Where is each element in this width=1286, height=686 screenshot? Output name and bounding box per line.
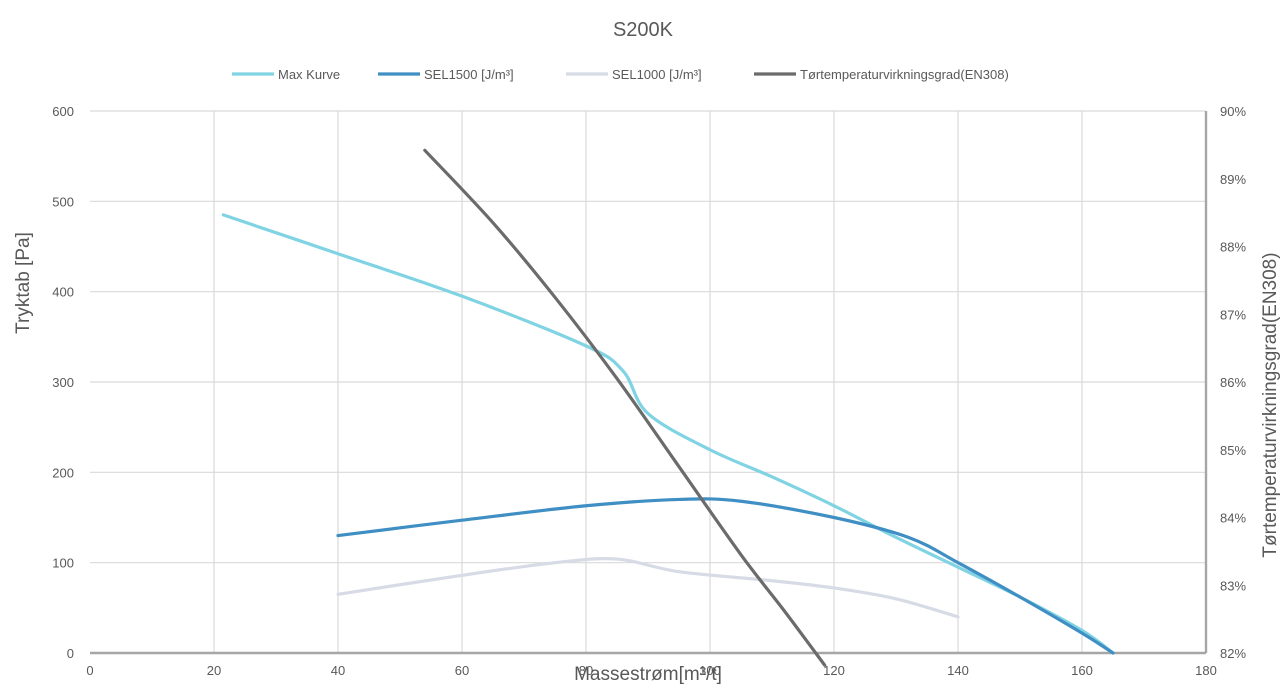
y2-tick-label: 82% [1220, 646, 1246, 661]
y-tick-label: 600 [52, 104, 74, 119]
y2-axis-label: Tørtemperaturvirkningsgrad(EN308) [1260, 252, 1281, 557]
y-tick-label: 500 [52, 194, 74, 209]
y-tick-label: 0 [67, 646, 74, 661]
series-line-sel1500-j-m [336, 497, 1115, 655]
y-axis-label: Tryktab [Pa] [13, 232, 34, 334]
y2-tick-label: 90% [1220, 104, 1246, 119]
x-tick-label: 0 [86, 663, 93, 678]
axes [90, 111, 1208, 655]
legend-entry: Tørtemperaturvirkningsgrad(EN308) [800, 67, 1009, 82]
x-tick-label: 180 [1195, 663, 1217, 678]
x-tick-label: 140 [947, 663, 969, 678]
y2-tick-label: 86% [1220, 375, 1246, 390]
y2-tick-label: 83% [1220, 578, 1246, 593]
x-tick-label: 20 [207, 663, 221, 678]
y2-axis-ticks: 82% 83% 84% 85% 86% 87% 88% 89% 90% [1220, 104, 1246, 661]
x-tick-label: 100 [699, 663, 721, 678]
y-tick-label: 100 [52, 556, 74, 571]
y2-tick-label: 89% [1220, 172, 1246, 187]
y-tick-label: 300 [52, 375, 74, 390]
x-tick-label: 160 [1071, 663, 1093, 678]
x-tick-label: 80 [579, 663, 593, 678]
x-tick-label: 120 [823, 663, 845, 678]
x-tick-label: 40 [331, 663, 345, 678]
chart-title: S200K [613, 19, 674, 41]
x-tick-label: 60 [455, 663, 469, 678]
legend-entry: SEL1000 [J/m³] [612, 67, 702, 82]
y2-tick-label: 88% [1220, 240, 1246, 255]
legend-entry: SEL1500 [J/m³] [424, 67, 514, 82]
x-axis-ticks: 0 20 40 60 80 100 120 140 160 180 [86, 663, 1216, 678]
series-line-t-rtemperaturvirkningsgrad-en308 [423, 148, 827, 667]
y2-tick-label: 87% [1220, 307, 1246, 322]
x-axis-label: Massestrøm[m³/t] [574, 664, 722, 685]
series-line-sel1000-j-m [336, 557, 960, 619]
y-axis-ticks: 0 100 200 300 400 500 600 [52, 104, 74, 661]
legend-entry: Max Kurve [278, 67, 340, 82]
gridlines [90, 110, 1206, 653]
y2-tick-label: 84% [1220, 511, 1246, 526]
series-line-max-kurve [221, 213, 1115, 655]
y2-tick-label: 85% [1220, 443, 1246, 458]
legend: Max Kurve SEL1500 [J/m³] SEL1000 [J/m³] Tør… [232, 67, 1009, 82]
y-tick-label: 400 [52, 285, 74, 300]
y-tick-label: 200 [52, 465, 74, 480]
series-lines [221, 148, 1115, 667]
